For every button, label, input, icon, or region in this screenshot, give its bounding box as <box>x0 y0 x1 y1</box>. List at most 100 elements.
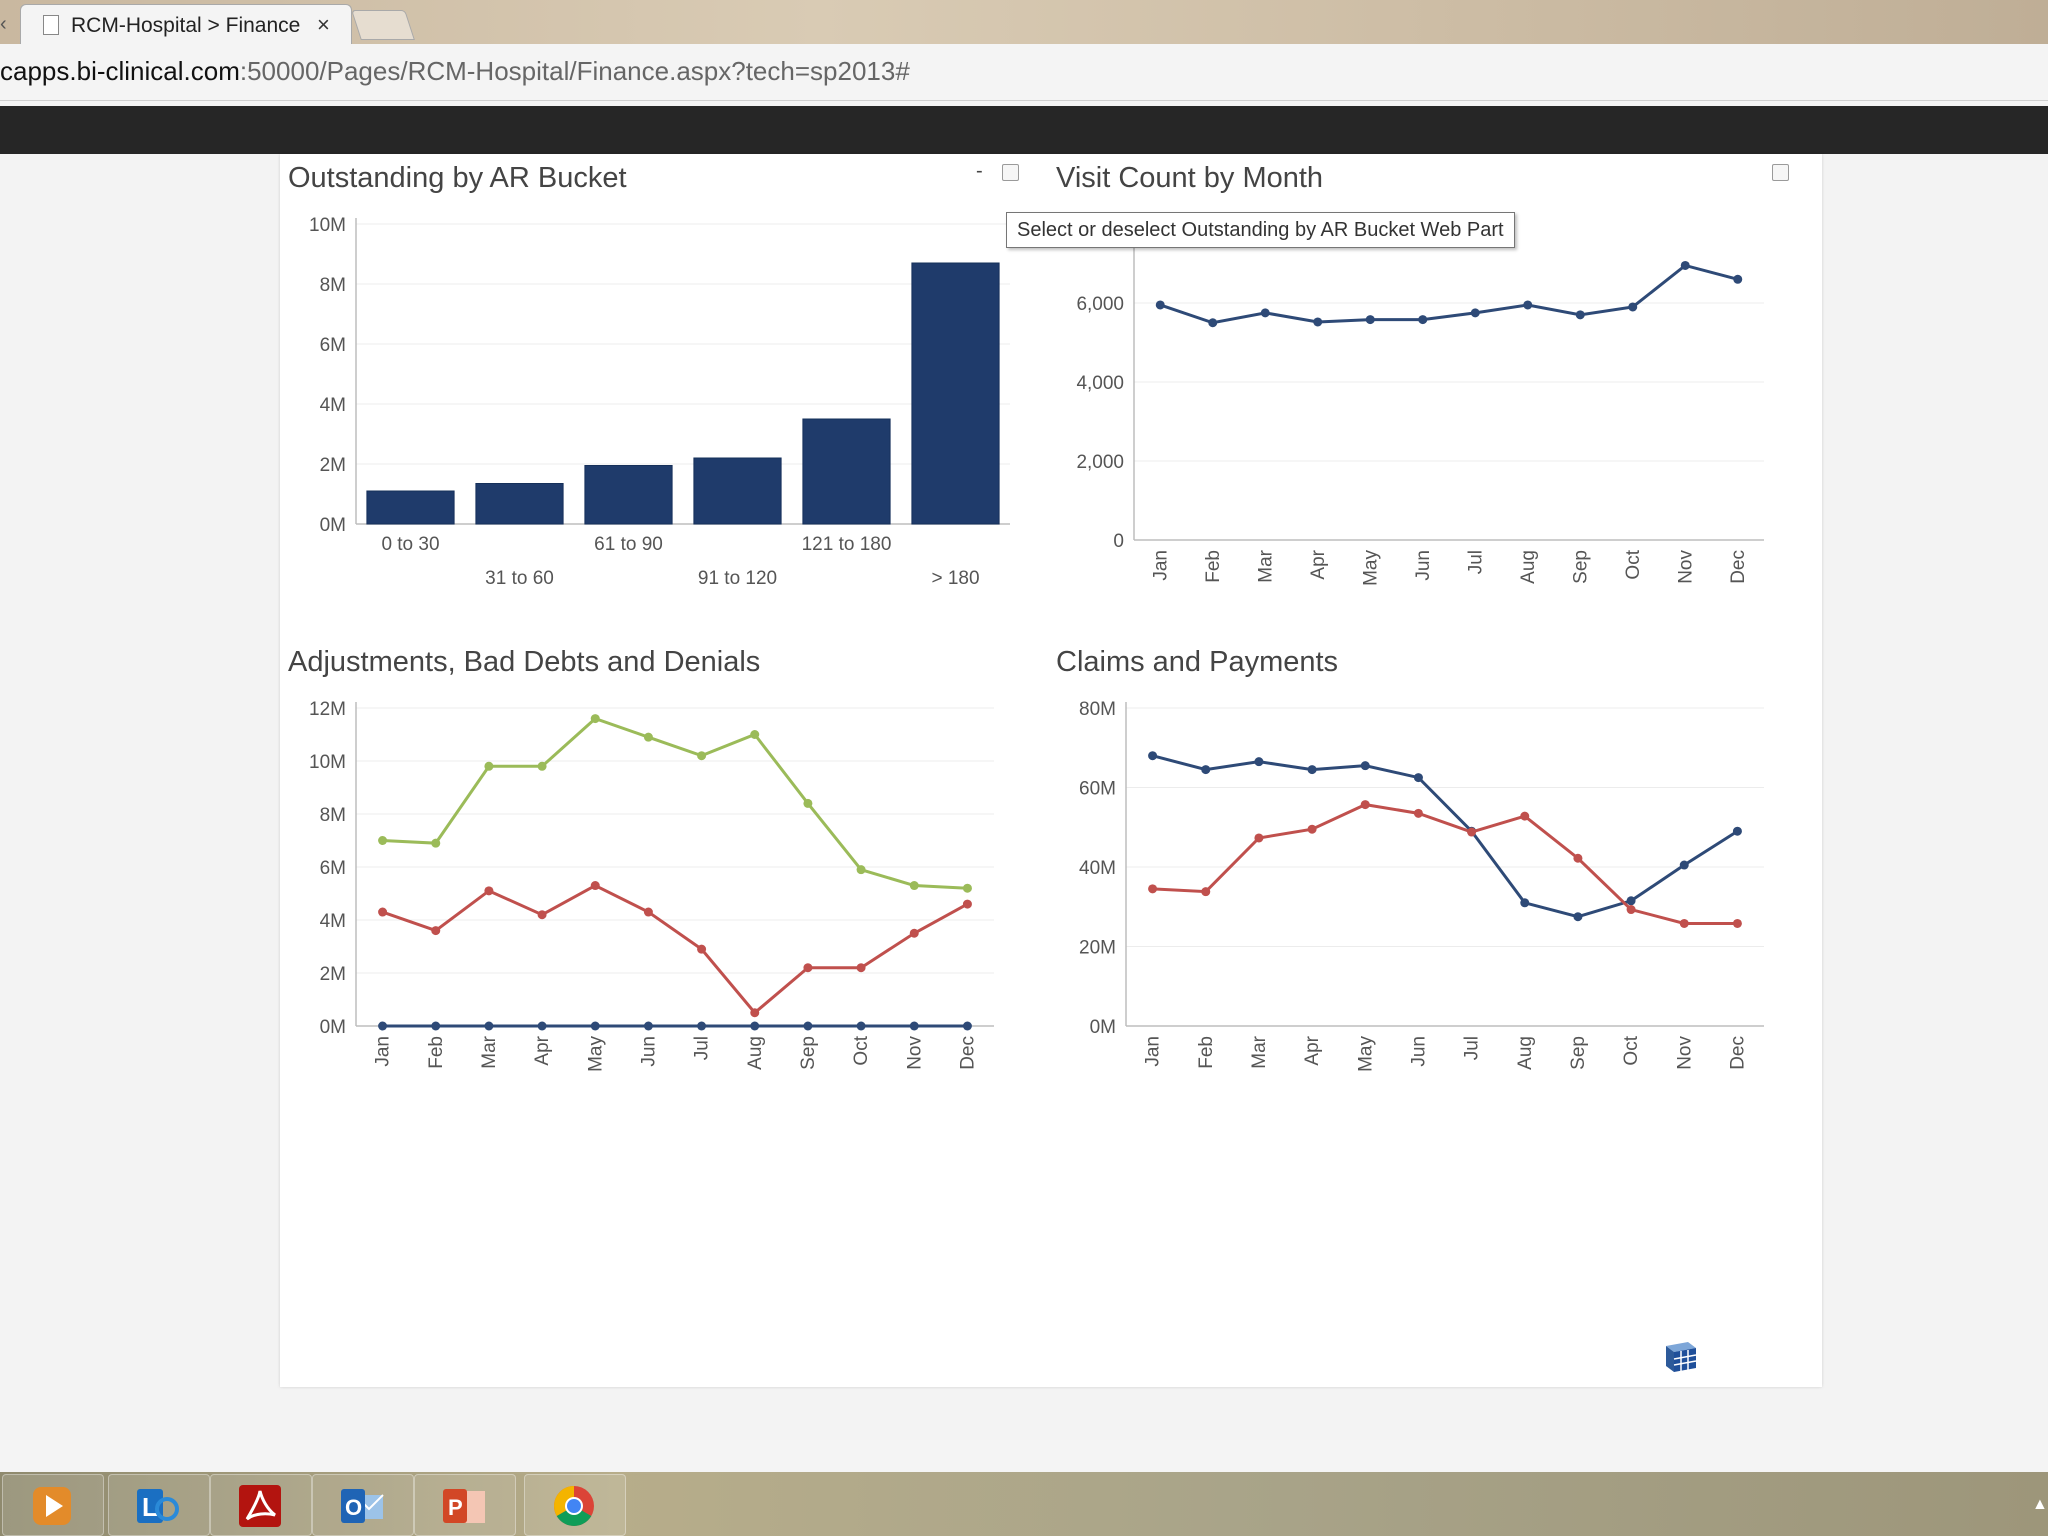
data-point <box>856 963 866 973</box>
x-tick-label: Feb <box>1196 1036 1217 1069</box>
data-point <box>1679 918 1689 928</box>
svg-text:L: L <box>142 1492 158 1522</box>
x-tick-label: Jul <box>692 1036 713 1060</box>
data-point <box>1680 260 1690 270</box>
data-point <box>537 1021 547 1031</box>
data-point <box>378 907 388 917</box>
tab-scroll-left-icon[interactable]: ‹ <box>0 13 7 35</box>
url-text[interactable]: capps.bi-clinical.com:50000/Pages/RCM-Ho… <box>0 56 910 87</box>
data-point <box>484 1021 494 1031</box>
data-point <box>1208 318 1218 328</box>
data-point <box>697 1021 707 1031</box>
data-point <box>1470 308 1480 318</box>
data-point <box>856 865 866 875</box>
bar <box>584 465 673 525</box>
data-point <box>803 1021 813 1031</box>
series-line <box>1152 803 1738 925</box>
x-tick-label: Jul <box>1465 550 1486 574</box>
taskbar-media-player[interactable] <box>2 1474 104 1536</box>
data-point <box>1413 808 1423 818</box>
x-tick-label: 0 to 30 <box>381 534 439 555</box>
x-tick-label: Oct <box>1621 1035 1642 1065</box>
data-point <box>697 944 707 954</box>
data-point <box>1573 912 1583 922</box>
series-line <box>1159 263 1739 325</box>
taskbar-outlook[interactable]: O <box>312 1474 414 1536</box>
y-tick-label: 4,000 <box>1076 373 1124 394</box>
series-line <box>382 883 969 1015</box>
y-tick-label: 6M <box>320 335 346 356</box>
claims-payments-line-chart: 0M 20M 40M 60M 80M Jan Feb Mar Apr May Jun Jul Aug Se… <box>1079 699 1764 1072</box>
y-tick-label: 10M <box>309 752 346 773</box>
data-point <box>750 1008 760 1018</box>
data-point <box>1201 765 1211 775</box>
webpart-select-checkbox-ar-bucket[interactable] <box>1002 164 1019 181</box>
y-tick-label: 4M <box>320 395 346 416</box>
x-tick-label: Feb <box>1203 550 1224 583</box>
powerpoint-icon: P <box>443 1489 485 1523</box>
webpart-minimize-button[interactable]: - <box>976 160 983 182</box>
address-bar[interactable]: capps.bi-clinical.com:50000/Pages/RCM-Ho… <box>0 44 2048 101</box>
browser-tab[interactable]: RCM-Hospital > Finance × <box>20 4 352 45</box>
x-tick-label: Mar <box>1255 549 1276 582</box>
y-tick-label: 60M <box>1079 779 1116 800</box>
data-point <box>1575 310 1585 320</box>
x-tick-label: Feb <box>426 1036 447 1069</box>
bar <box>693 457 782 525</box>
cube-grid-icon[interactable] <box>1662 1340 1698 1374</box>
data-point <box>1626 896 1636 906</box>
series-line <box>382 716 968 890</box>
bar <box>366 490 455 525</box>
webpart-select-checkbox-visit-count[interactable] <box>1772 164 1789 181</box>
browser-tab-strip: ‹ RCM-Hospital > Finance × <box>0 0 2048 45</box>
visit-count-line-chart: 0 2,000 4,000 6,000 Jan Feb Mar Apr May Jun Jul Aug… <box>1076 218 1764 586</box>
data-point <box>590 1021 600 1031</box>
document-icon <box>43 15 59 35</box>
data-point <box>537 910 547 920</box>
dashboard-panel <box>280 154 1822 1387</box>
data-point <box>590 881 600 891</box>
x-tick-label: Aug <box>1515 1036 1536 1070</box>
y-tick-label: 80M <box>1079 699 1116 720</box>
data-point <box>1732 826 1742 836</box>
new-tab-button[interactable] <box>351 10 415 40</box>
ar-bucket-bar-chart: 0M 2M 4M 6M 8M 10M 0 to 30 31 to 60 61 to 90 91 t… <box>309 215 1010 589</box>
taskbar-powerpoint[interactable]: P <box>414 1474 516 1536</box>
bar <box>802 418 891 525</box>
data-point <box>750 1021 760 1031</box>
data-point <box>484 886 494 896</box>
svg-text:P: P <box>448 1495 463 1520</box>
tab-close-button[interactable]: × <box>317 12 330 37</box>
x-tick-label: May <box>1360 550 1381 586</box>
x-tick-label: Apr <box>532 1035 553 1065</box>
data-point <box>643 732 653 742</box>
x-tick-label: Nov <box>1675 550 1696 584</box>
x-tick-label: Jan <box>373 1036 394 1067</box>
tab-title: RCM-Hospital > Finance <box>71 14 301 37</box>
y-tick-label: 8M <box>320 805 346 826</box>
data-point <box>1520 811 1530 821</box>
x-tick-label: Jan <box>1150 550 1171 581</box>
data-point <box>856 1021 866 1031</box>
data-point <box>643 907 653 917</box>
data-point <box>1254 757 1264 767</box>
taskbar-lync[interactable]: L <box>108 1474 210 1536</box>
x-tick-label: Sep <box>1568 1036 1589 1070</box>
x-tick-label: Dec <box>957 1036 978 1070</box>
data-point <box>1360 800 1370 810</box>
tray-expand-icon[interactable]: ▲ <box>2032 1496 2048 1513</box>
taskbar-chrome[interactable] <box>524 1474 626 1536</box>
x-tick-label: May <box>1355 1036 1376 1072</box>
data-point <box>431 926 441 936</box>
data-point <box>1360 761 1370 771</box>
data-point <box>1626 905 1636 915</box>
data-point <box>378 1021 388 1031</box>
taskbar-acrobat[interactable] <box>210 1474 312 1536</box>
data-point <box>697 751 707 761</box>
x-tick-label: Jun <box>1413 550 1434 581</box>
data-point <box>962 883 972 893</box>
y-tick-label: 8M <box>320 275 346 296</box>
x-tick-label: May <box>585 1036 606 1072</box>
x-tick-label: Dec <box>1728 550 1749 584</box>
data-point <box>431 838 441 848</box>
